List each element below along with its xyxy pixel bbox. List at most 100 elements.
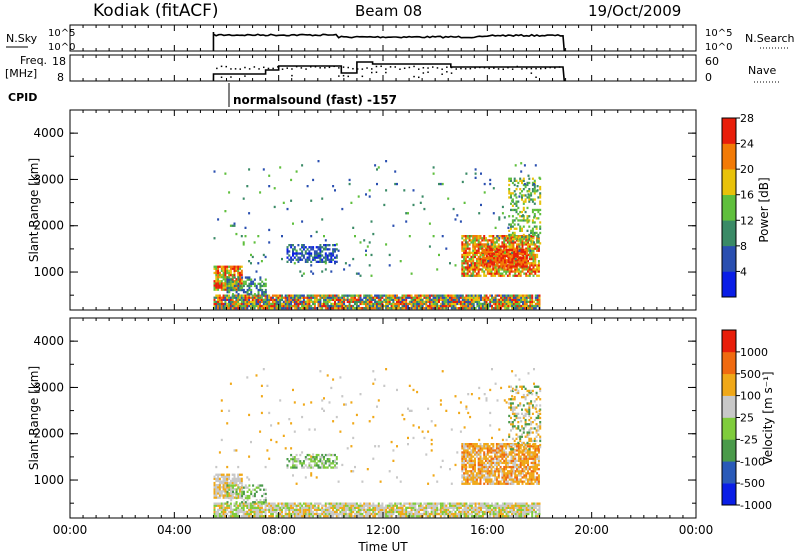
heatmap-cell <box>405 296 408 299</box>
heatmap-cell <box>506 480 509 483</box>
heatmap-cell <box>497 461 500 465</box>
heatmap-cell <box>501 468 504 471</box>
heatmap-cell <box>341 506 344 509</box>
heatmap-cell <box>337 294 340 297</box>
heatmap-cell <box>485 465 487 469</box>
heatmap-cell <box>231 282 234 285</box>
heatmap-cell <box>518 510 521 514</box>
heatmap-cell <box>224 273 227 277</box>
heatmap-cell <box>535 208 538 212</box>
heatmap-cell <box>231 278 234 281</box>
heatmap-cell <box>512 468 515 471</box>
heatmap-cell <box>492 245 495 248</box>
nave-dot <box>277 66 279 68</box>
heatmap-cell <box>483 259 486 262</box>
heatmap-cell <box>306 296 309 299</box>
heatmap-cell <box>235 490 238 493</box>
heatmap-cell <box>510 233 512 237</box>
heatmap-cell <box>503 508 506 511</box>
heatmap-cell <box>469 508 472 511</box>
heatmap-cell <box>339 304 342 308</box>
heatmap-cell <box>386 296 389 299</box>
heatmap-cell <box>467 300 470 303</box>
heatmap-cell <box>302 508 305 511</box>
heatmap-cell <box>324 294 327 297</box>
heatmap-cell <box>281 307 283 310</box>
heatmap-cell <box>441 502 444 505</box>
heatmap-cell <box>490 260 493 263</box>
heatmap-cell <box>324 260 327 263</box>
heatmap-cell <box>418 307 420 310</box>
heatmap-cell <box>494 468 497 471</box>
heatmap-cell <box>487 508 490 511</box>
heatmap-cell <box>226 288 229 292</box>
heatmap-cell <box>251 508 254 511</box>
heatmap-cell <box>317 254 320 257</box>
heatmap-cell <box>264 512 267 516</box>
heatmap-cell <box>228 191 231 194</box>
heatmap-cell <box>279 166 282 169</box>
heatmap-cell <box>323 464 325 467</box>
heatmap-cell <box>334 296 336 299</box>
heatmap-cell <box>251 294 254 297</box>
heatmap-cell <box>403 300 406 303</box>
heatmap-cell <box>390 512 393 516</box>
heatmap-cell <box>461 253 464 257</box>
heatmap-cell <box>528 233 531 237</box>
heatmap-cell <box>434 506 437 509</box>
heatmap-cell <box>376 508 378 511</box>
heatmap-cell <box>526 229 529 232</box>
heatmap-cell <box>306 510 309 514</box>
heatmap-cell <box>489 248 492 251</box>
heatmap-cell <box>228 473 231 476</box>
heatmap-cell <box>522 242 525 245</box>
heatmap-cell <box>506 237 509 240</box>
heatmap-cell <box>405 220 408 223</box>
nave-dot <box>310 66 312 68</box>
heatmap-cell <box>310 235 313 238</box>
heatmap-cell <box>220 481 223 485</box>
heatmap-cell <box>515 235 518 239</box>
heatmap-cell <box>293 508 296 511</box>
heatmap-cell <box>386 515 389 518</box>
heatmap-cell <box>467 294 470 297</box>
heatmap-cell <box>275 508 278 511</box>
heatmap-cell <box>476 512 479 516</box>
heatmap-cell <box>218 282 221 285</box>
heatmap-cell <box>275 302 278 306</box>
heatmap-cell <box>341 502 344 505</box>
heatmap-cell <box>230 496 233 500</box>
heatmap-cell <box>486 451 489 454</box>
heatmap-cell <box>506 474 509 477</box>
heatmap-cell <box>255 510 258 514</box>
heatmap-cell <box>483 294 486 297</box>
heatmap-cell <box>260 298 263 301</box>
heatmap-cell <box>222 477 225 480</box>
heatmap-cell <box>306 258 309 261</box>
heatmap-cell <box>379 515 382 518</box>
heatmap-cell <box>515 227 518 230</box>
heatmap-cell <box>361 506 364 509</box>
heatmap-cell <box>335 508 338 511</box>
heatmap-cell <box>282 201 285 204</box>
heatmap-cell <box>516 245 518 248</box>
heatmap-cell <box>264 496 267 500</box>
heatmap-cell <box>512 508 515 511</box>
heatmap-cell <box>496 515 499 518</box>
heatmap-cell <box>480 302 482 306</box>
heatmap-cell <box>510 470 513 473</box>
heatmap-cell <box>485 254 488 258</box>
heatmap-cell <box>501 472 504 475</box>
heatmap-cell <box>242 197 245 200</box>
heatmap-cell <box>301 304 304 308</box>
heatmap-cell <box>408 294 411 297</box>
heatmap-cell <box>319 256 322 259</box>
heatmap-cell <box>233 276 236 279</box>
heatmap-cell <box>483 476 486 479</box>
heatmap-cell <box>520 294 523 297</box>
heatmap-cell <box>218 490 221 493</box>
heatmap-cell <box>510 194 512 197</box>
heatmap-cell <box>284 307 287 310</box>
heatmap-cell <box>527 249 529 252</box>
heatmap-cell <box>346 294 349 297</box>
